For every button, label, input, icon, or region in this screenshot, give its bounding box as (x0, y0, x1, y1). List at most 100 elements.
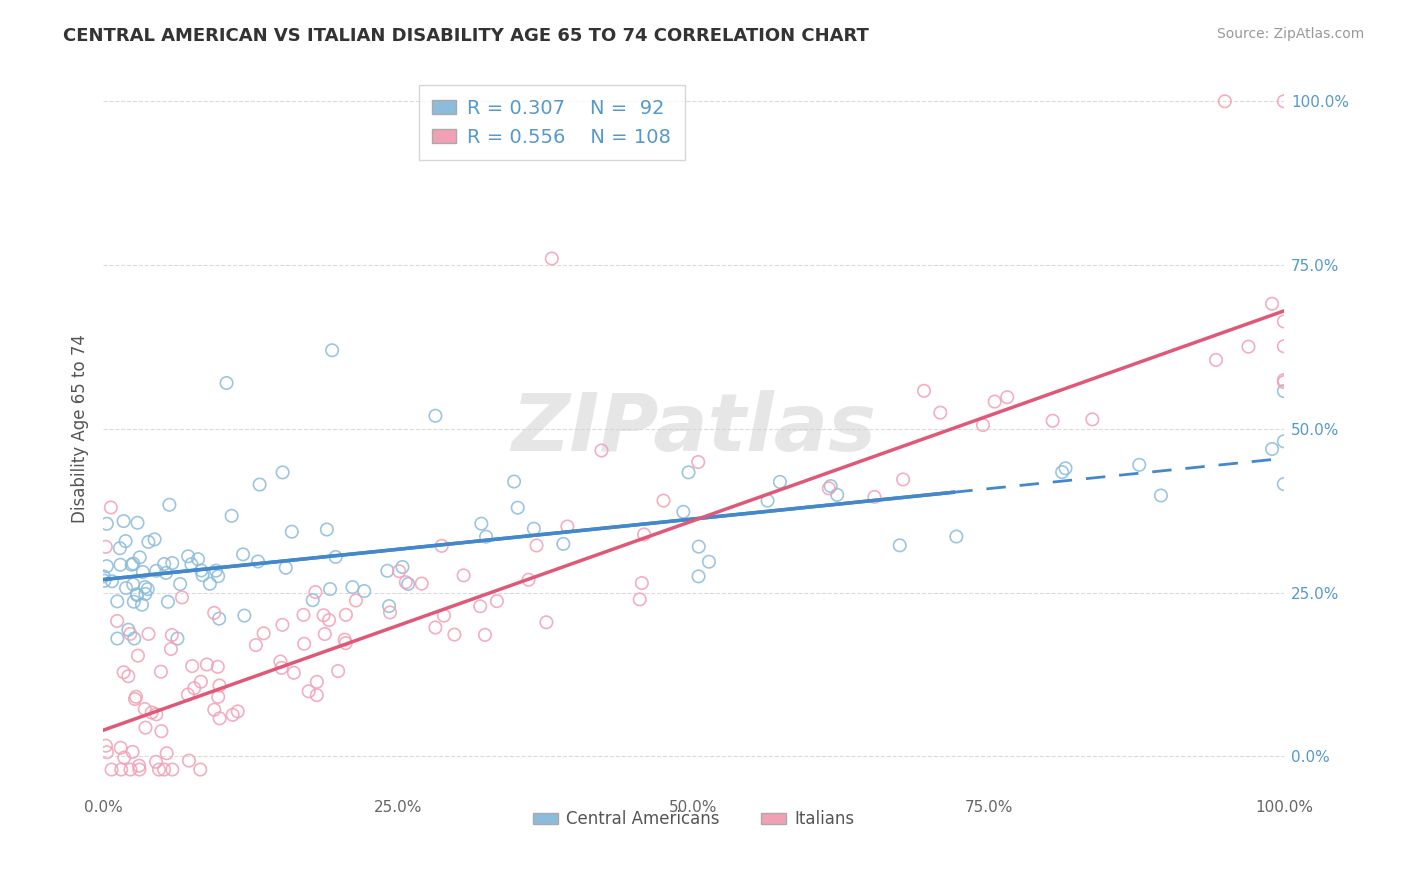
Point (485, 594, 508, 608)
Point (678, 466, 700, 480)
Point (503, 475, 526, 489)
Point (443, 627, 465, 641)
Point (995, 390, 1018, 404)
Point (333, 632, 356, 647)
Point (145, 707, 167, 722)
Text: CENTRAL AMERICAN VS ITALIAN DISABILITY AGE 65 TO 74 CORRELATION CHART: CENTRAL AMERICAN VS ITALIAN DISABILITY A… (63, 27, 869, 45)
Point (475, 530, 498, 544)
Point (433, 608, 456, 623)
Point (138, 627, 160, 641)
Point (215, 376, 238, 390)
Point (1205, 353, 1227, 368)
Point (335, 636, 357, 650)
Point (553, 537, 575, 551)
Point (127, 648, 149, 663)
Point (396, 577, 419, 591)
Point (202, 606, 225, 620)
Point (180, 558, 202, 572)
Point (301, 593, 323, 607)
Point (271, 617, 294, 632)
Point (94, 739, 117, 753)
Point (187, 552, 209, 566)
Point (318, 613, 340, 627)
Point (983, 394, 1005, 409)
Point (169, 577, 191, 591)
Point (117, 669, 139, 683)
Point (378, 606, 401, 620)
Point (195, 657, 218, 672)
Point (557, 519, 579, 533)
Point (315, 523, 337, 537)
Point (149, 665, 172, 679)
Point (326, 664, 349, 678)
Point (688, 540, 710, 554)
Point (207, 569, 229, 583)
Point (430, 539, 453, 553)
Point (633, 527, 655, 541)
Point (122, 632, 145, 646)
Point (1213, 95, 1236, 109)
Point (100, 500, 122, 515)
Point (177, 549, 200, 564)
Point (523, 522, 546, 536)
Point (889, 538, 911, 552)
Point (863, 490, 886, 504)
Point (697, 555, 720, 569)
Point (305, 674, 328, 689)
Point (190, 564, 212, 578)
Point (96, 516, 118, 531)
Point (128, 550, 150, 565)
Point (325, 549, 347, 564)
Point (190, 674, 212, 689)
Point (153, 557, 176, 571)
Point (817, 481, 839, 495)
Point (127, 588, 149, 602)
Point (1150, 488, 1173, 502)
Point (112, 514, 135, 528)
Point (188, 763, 211, 777)
Point (156, 746, 179, 760)
Point (628, 592, 651, 607)
Point (470, 516, 492, 531)
Point (1128, 458, 1150, 472)
Point (122, 577, 145, 591)
Point (517, 573, 540, 587)
Point (115, 581, 138, 595)
Point (1272, 339, 1295, 353)
Point (269, 655, 291, 669)
Point (183, 681, 205, 695)
Point (120, 627, 142, 641)
Point (110, 763, 132, 777)
Point (292, 607, 315, 622)
Point (117, 623, 139, 637)
Point (141, 706, 163, 720)
Legend: Central Americans, Italians: Central Americans, Italians (526, 804, 860, 835)
Point (298, 684, 321, 698)
Point (122, 595, 145, 609)
Point (312, 608, 335, 623)
Point (391, 560, 413, 574)
Point (411, 576, 433, 591)
Point (121, 745, 143, 759)
Point (319, 582, 342, 596)
Point (143, 533, 166, 547)
Point (96, 559, 118, 574)
Point (281, 524, 304, 539)
Point (153, 763, 176, 777)
Point (270, 661, 292, 675)
Point (271, 466, 294, 480)
Point (233, 608, 256, 623)
Point (912, 384, 935, 398)
Point (100, 763, 122, 777)
Point (177, 688, 200, 702)
Point (125, 587, 148, 601)
Point (96, 745, 118, 759)
Point (94, 540, 117, 554)
Point (105, 632, 128, 646)
Point (131, 598, 153, 612)
Point (929, 406, 952, 420)
Point (769, 475, 792, 489)
Point (1261, 442, 1284, 456)
Point (138, 535, 160, 549)
Point (155, 566, 177, 580)
